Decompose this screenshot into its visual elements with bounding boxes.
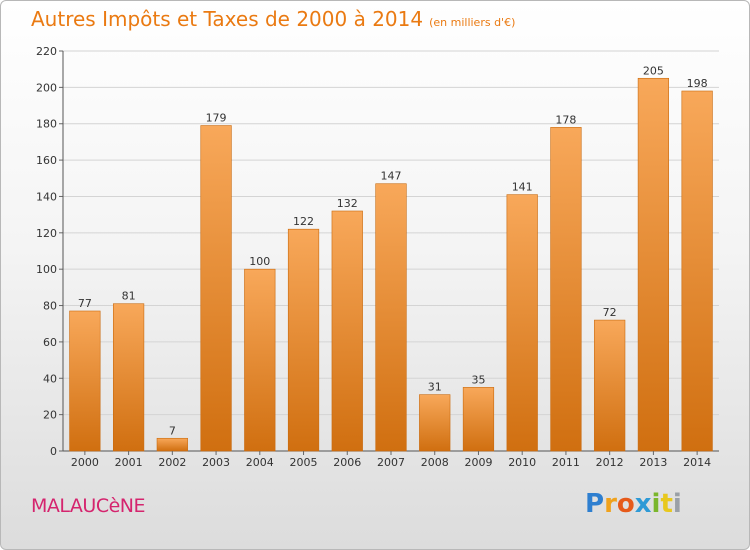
logo-letter: t xyxy=(660,489,673,519)
logo-letter: r xyxy=(604,489,617,519)
data-label: 31 xyxy=(428,381,442,394)
bar xyxy=(200,125,232,452)
bar xyxy=(331,210,363,452)
data-label: 100 xyxy=(249,255,270,268)
bar xyxy=(375,183,407,452)
data-label: 77 xyxy=(78,297,92,310)
proxiti-logo: Proxiti xyxy=(585,489,682,519)
y-tick-label: 140 xyxy=(36,190,57,203)
bar xyxy=(244,268,276,452)
data-label: 178 xyxy=(555,113,576,126)
data-label: 7 xyxy=(169,424,176,437)
logo-letter: i xyxy=(651,489,661,519)
town-name: MALAUCèNE xyxy=(31,495,146,517)
bar xyxy=(69,310,101,452)
y-tick-label: 120 xyxy=(36,227,57,240)
y-tick-label: 40 xyxy=(43,372,57,385)
x-tick-label: 2008 xyxy=(421,456,449,469)
y-tick-label: 80 xyxy=(43,300,57,313)
y-tick-label: 100 xyxy=(36,263,57,276)
x-tick-label: 2012 xyxy=(596,456,624,469)
logo-letter: o xyxy=(616,489,635,519)
bar xyxy=(112,303,145,452)
data-label: 205 xyxy=(643,64,664,77)
data-label: 132 xyxy=(337,197,358,210)
chart-subtitle: (en milliers d'€) xyxy=(429,16,516,29)
data-label: 35 xyxy=(471,373,485,386)
x-tick-label: 2007 xyxy=(377,456,405,469)
bar xyxy=(287,228,320,452)
y-tick-label: 200 xyxy=(36,81,57,94)
x-tick-label: 2003 xyxy=(202,456,230,469)
x-tick-label: 2013 xyxy=(639,456,667,469)
data-label: 179 xyxy=(206,112,227,125)
data-label: 72 xyxy=(603,306,617,319)
y-tick-label: 220 xyxy=(36,45,57,58)
bar xyxy=(419,394,451,452)
data-label: 141 xyxy=(512,181,533,194)
x-tick-label: 2006 xyxy=(333,456,361,469)
x-tick-label: 2004 xyxy=(246,456,274,469)
logo-letter: x xyxy=(634,489,652,519)
x-tick-label: 2014 xyxy=(683,456,711,469)
x-tick-label: 2001 xyxy=(115,456,143,469)
data-label: 122 xyxy=(293,215,314,228)
title-text: Autres Impôts et Taxes de 2000 à 2014 xyxy=(31,7,424,31)
y-tick-label: 160 xyxy=(36,154,57,167)
bar xyxy=(637,77,670,452)
x-tick-label: 2005 xyxy=(290,456,318,469)
y-tick-label: 180 xyxy=(36,118,57,131)
bar xyxy=(681,90,713,452)
x-tick-label: 2010 xyxy=(508,456,536,469)
y-tick-label: 60 xyxy=(43,336,57,349)
x-tick-label: 2002 xyxy=(158,456,186,469)
chart-title: Autres Impôts et Taxes de 2000 à 2014 (en… xyxy=(31,7,515,31)
y-tick-label: 20 xyxy=(43,409,57,422)
data-label: 198 xyxy=(687,77,708,90)
logo-letter: i xyxy=(672,489,682,519)
bar xyxy=(550,127,582,452)
x-tick-label: 2009 xyxy=(464,456,492,469)
bar xyxy=(462,387,495,452)
bar xyxy=(156,437,188,452)
data-label: 81 xyxy=(122,290,136,303)
bar xyxy=(506,194,538,452)
bar xyxy=(594,319,626,452)
x-tick-label: 2000 xyxy=(71,456,99,469)
logo-letter: P xyxy=(585,489,605,519)
y-tick-label: 0 xyxy=(50,445,57,458)
data-label: 147 xyxy=(381,170,402,183)
x-tick-label: 2011 xyxy=(552,456,580,469)
